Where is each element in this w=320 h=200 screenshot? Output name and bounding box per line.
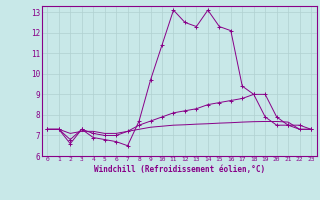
X-axis label: Windchill (Refroidissement éolien,°C): Windchill (Refroidissement éolien,°C) — [94, 165, 265, 174]
